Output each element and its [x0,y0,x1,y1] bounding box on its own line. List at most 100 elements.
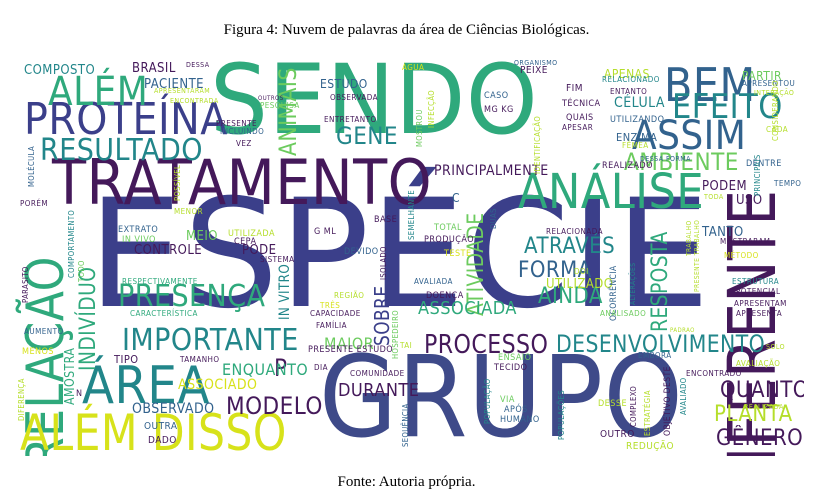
cloud-word: IDENTIFICAÇÃO [533,115,542,174]
cloud-word: INTERAÇÃO [754,89,795,97]
cloud-word: ESTUDO [320,77,368,91]
cloud-word: DIA [314,363,328,372]
cloud-word: PODEM [702,179,748,194]
cloud-word: DOENÇA [426,291,464,301]
cloud-word: ENCONTRADA [170,97,219,105]
cloud-word: C [452,191,461,205]
cloud-word: IN VIVO [122,235,156,245]
cloud-word: ENTANTO [610,87,648,96]
cloud-word: COMPLEXO [629,385,638,427]
cloud-word: TRÊS [320,301,341,310]
cloud-word: DESENVOLVIMENTO [556,330,766,358]
cloud-word: DEVIDO [344,247,379,257]
cloud-word: ENZIMA [616,131,658,144]
figure-caption: Figura 4: Nuvem de palavras da área de C… [223,22,590,38]
cloud-word: UTILIZADA [228,229,275,239]
cloud-word: FORMA [518,258,592,283]
cloud-word: DESSE [598,399,628,409]
cloud-word: TECIDO [494,363,528,373]
cloud-word: ENTRETANTO [324,115,377,124]
cloud-word: RESPOSTA [648,231,673,333]
cloud-word: REGIÃO [334,291,365,300]
cloud-word: INFECÇÃO [427,90,436,129]
cloud-word: AVALIADO [679,377,688,416]
cloud-word: OUTRO [600,429,635,440]
cloud-word: OBJETIVO DESTE [663,365,673,436]
cloud-word: EXTRATO [118,225,159,235]
cloud-word: VIA [500,395,515,405]
cloud-word: HUMANO [500,415,540,425]
cloud-word: MÉTODO [724,251,759,260]
cloud-word: G ML [314,227,337,237]
cloud-word: POPULAÇÃO [483,378,492,424]
cloud-word: SEQUÊNCIA [401,403,410,448]
cloud-word: ASSIM [632,113,747,159]
source-caption: Fonte: Autoria própria. [337,474,476,490]
cloud-word: ATRAVÉS [524,234,616,259]
cloud-word: REALIZADA [744,403,784,411]
cloud-word: DOI [574,267,589,276]
cloud-word: FAMÍLIA [316,321,347,330]
cloud-word: MENOR [174,207,204,216]
cloud-word: CONSIDERANDO [771,80,780,142]
cloud-word: CARACTERÍSTICA [130,309,198,318]
cloud-word: APRESENTAM [734,299,787,308]
cloud-word: ALÉM [48,69,149,115]
cloud-word: ALÉM DISSO [20,404,287,456]
cloud-word: HOSPEDEIRO [391,310,400,360]
cloud-word: ANIMAIS [274,67,302,157]
cloud-word: SENDO [210,60,539,156]
cloud-word: FÊMEA [622,141,649,150]
cloud-word: ENCONTRADO [686,369,742,378]
cloud-word: OBSERVADO [132,401,215,417]
cloud-word: IN VITRO [277,263,293,321]
cloud-word: ENSAIO [498,353,532,363]
cloud-word: TODA [704,193,724,201]
cloud-word: PEIXE [520,65,548,76]
cloud-word: DUAS [489,208,498,230]
cloud-word: TÉCNICA [562,99,601,109]
cloud-word: DENTRE [746,159,782,169]
cloud-word: RESPECTIVAMENTE [122,277,198,286]
cloud-word: AMBIENTE [624,148,739,176]
cloud-word: VEZ [236,139,252,148]
cloud-word: ESPÉCIE [88,168,711,342]
cloud-word: TANTO [702,225,744,240]
cloud-word: GÊNERO [716,426,804,451]
cloud-word: APRESENTA [736,309,783,318]
cloud-word: SOLO [766,343,786,351]
cloud-word: TAMANHO [180,355,220,364]
cloud-word: TEMPO [774,179,802,188]
cloud-word: COMPOSTO [24,63,96,78]
cloud-word: DIFERENÇA [17,377,26,421]
cloud-word: PESQUISA [260,101,300,110]
cloud-word: APESAR [562,123,594,132]
cloud-word: QUANTO [720,378,804,403]
cloud-word: ISOLADO [379,246,388,280]
cloud-word: MOSTROU [415,109,424,148]
cloud-word: APRESENTARAM [154,87,211,95]
cloud-word: TIPO [114,353,139,366]
cloud-word: PROCESSO [424,330,549,360]
cloud-word: PROTEÍNA [24,94,228,145]
cloud-word: SOBRE [370,285,394,347]
cloud-word: PRINCIPAIS [753,154,762,196]
cloud-word: GENE [336,122,399,150]
cloud-word: PRESENTE [216,119,257,128]
cloud-word: TESTE [444,249,472,259]
cloud-word: TRATAMENTO [52,146,433,219]
cloud-word: TAI [400,341,413,350]
cloud-word: CEPA [234,237,257,247]
cloud-word: AVALIAÇÃO [736,359,781,368]
cloud-word: TRABALHO [685,220,693,256]
cloud-word: DESSA [186,61,210,69]
cloud-word: PRESENÇA [118,279,266,314]
cloud-word: P [274,354,288,382]
cloud-word: REALIZADO [602,161,653,171]
cloud-word: ÁREA [82,356,210,416]
cloud-word: POPULAÇÕES [557,390,566,441]
cloud-word: PODE [242,243,277,258]
cloud-word: ENQUANTO [222,360,309,379]
cloud-word: QUAIS [566,113,594,123]
cloud-word: MAIOR [324,334,375,353]
